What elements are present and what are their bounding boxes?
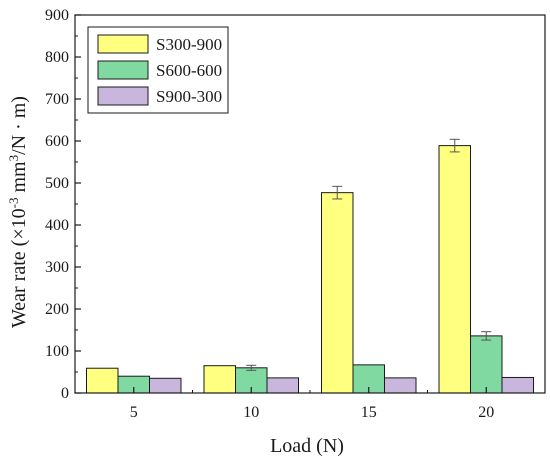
x-tick-label-10: 10 — [243, 404, 259, 421]
legend-swatch-s300-900 — [97, 34, 149, 54]
legend-label-s600-600: S600-600 — [156, 61, 222, 80]
legend-label-s300-900: S300-900 — [156, 35, 222, 54]
bar-s900-300-load-10 — [266, 377, 299, 394]
bar-s300-900-load-15 — [321, 192, 354, 394]
legend-swatch-s900-300 — [97, 86, 149, 106]
x-tick-label-15: 15 — [361, 404, 377, 421]
y-tick-label-600: 600 — [45, 133, 69, 150]
y-axis-title-mid: mm — [8, 161, 30, 198]
axes-layer: 0 100 200 300 400 500 600 700 800 900 5 10 15 20 — [45, 7, 546, 421]
y-axis-title-exp1: -3 — [6, 198, 21, 209]
x-tick-label-5: 5 — [130, 404, 138, 421]
y-tick-label-800: 800 — [45, 49, 69, 66]
y-axis-title-post: /N · m) — [8, 96, 30, 155]
y-axis-title-pre: Wear rate (×10 — [8, 208, 30, 328]
y-axis-title: Wear rate (×10-3 mm3/N · m) — [6, 96, 31, 328]
bar-s300-900-load-10 — [203, 365, 236, 394]
y-tick-label-900: 900 — [45, 7, 69, 24]
error-bar-s600-600-load-10 — [246, 364, 257, 371]
bar-s600-600-load-20 — [470, 335, 503, 394]
bar-s900-300-load-20 — [501, 376, 534, 394]
error-bars-layer — [246, 138, 492, 371]
bar-s900-300-load-15 — [384, 377, 417, 394]
y-tick-label-700: 700 — [45, 91, 69, 108]
y-tick-label-400: 400 — [45, 217, 69, 234]
bar-s900-300-load-5 — [149, 377, 182, 394]
error-bar-s600-600-load-20 — [481, 331, 492, 341]
error-bar-s300-900-load-20 — [449, 138, 460, 153]
y-tick-label-200: 200 — [45, 301, 69, 318]
y-axis-title-exp2: 3 — [6, 155, 21, 162]
y-tick-label-0: 0 — [61, 385, 69, 402]
y-tick-label-100: 100 — [45, 343, 69, 360]
bars-layer — [86, 145, 534, 394]
legend: S300-900 S600-600 S900-300 — [87, 26, 229, 114]
y-tick-label-500: 500 — [45, 175, 69, 192]
error-bar-s300-900-load-15 — [332, 185, 343, 200]
bar-s300-900-load-5 — [86, 367, 119, 394]
bar-s300-900-load-20 — [438, 145, 471, 394]
x-axis-title: Load (N) — [270, 435, 344, 457]
x-tick-label-20: 20 — [478, 404, 494, 421]
legend-swatch-s600-600 — [97, 60, 149, 80]
y-tick-label-300: 300 — [45, 259, 69, 276]
legend-label-s900-300: S900-300 — [156, 87, 222, 106]
